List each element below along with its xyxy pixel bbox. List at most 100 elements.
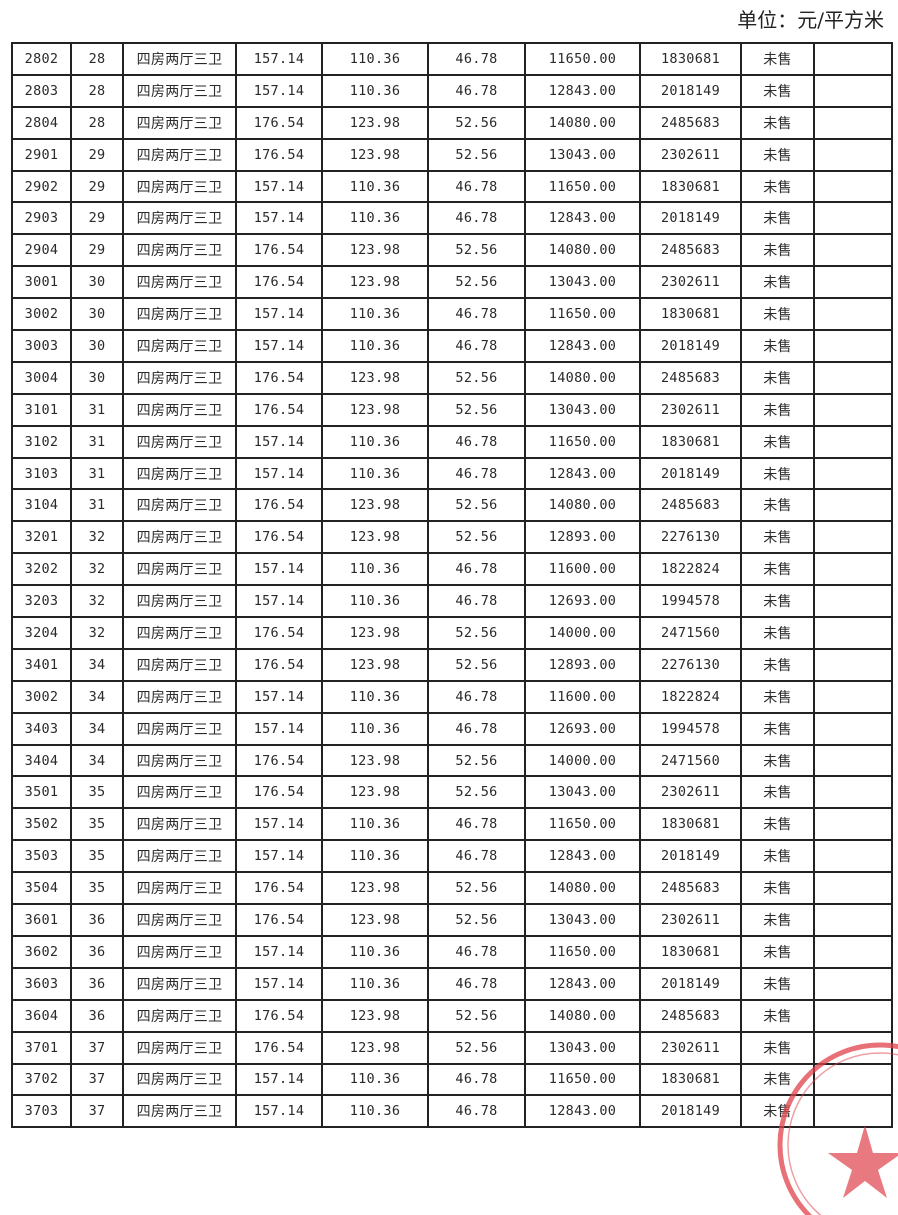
cell-room-no: 3002 [11, 297, 72, 332]
cell-status: 未售 [740, 616, 815, 650]
cell-inner-area: 110.36 [321, 424, 429, 459]
cell-total-price: 2018149 [639, 839, 742, 874]
cell-layout: 四房两厅三卫 [122, 360, 237, 395]
cell-inner-area: 110.36 [321, 42, 429, 76]
cell-room-no: 2802 [11, 42, 72, 76]
cell-building-area: 157.14 [235, 679, 323, 714]
cell-floor: 37 [70, 1062, 124, 1097]
cell-room-no: 3702 [11, 1062, 72, 1097]
cell-remarks [813, 584, 893, 619]
table-row: 3701 37 四房两厅三卫 176.54 123.98 52.56 13043.00 230… [11, 1030, 893, 1065]
cell-inner-area: 110.36 [321, 73, 429, 108]
cell-room-no: 3003 [11, 329, 72, 363]
cell-total-price: 2485683 [639, 105, 742, 140]
cell-layout: 四房两厅三卫 [122, 169, 237, 204]
cell-layout: 四房两厅三卫 [122, 647, 237, 682]
table-row: 2802 28 四房两厅三卫 157.14 110.36 46.78 11650.00 183… [11, 42, 893, 76]
cell-status: 未售 [740, 903, 815, 937]
cell-floor: 34 [70, 743, 124, 778]
cell-unit-price: 14080.00 [524, 488, 641, 523]
cell-floor: 31 [70, 424, 124, 459]
cell-status: 未售 [740, 520, 815, 555]
cell-remarks [813, 392, 893, 427]
cell-remarks [813, 1094, 893, 1129]
cell-status: 未售 [740, 1062, 815, 1097]
cell-floor: 36 [70, 966, 124, 1001]
cell-room-no: 3504 [11, 871, 72, 906]
cell-layout: 四房两厅三卫 [122, 584, 237, 619]
cell-room-no: 3202 [11, 552, 72, 587]
cell-remarks [813, 297, 893, 332]
table-row: 2902 29 四房两厅三卫 157.14 110.36 46.78 11650.00 183… [11, 169, 893, 204]
cell-remarks [813, 679, 893, 714]
cell-total-price: 2302611 [639, 903, 742, 937]
cell-building-area: 157.14 [235, 839, 323, 874]
cell-building-area: 176.54 [235, 871, 323, 906]
cell-inner-area: 110.36 [321, 456, 429, 491]
cell-building-area: 176.54 [235, 998, 323, 1033]
cell-remarks [813, 711, 893, 746]
cell-inner-area: 123.98 [321, 903, 429, 937]
cell-shared-area: 52.56 [427, 1030, 526, 1065]
cell-shared-area: 46.78 [427, 584, 526, 619]
cell-total-price: 2276130 [639, 520, 742, 555]
cell-remarks [813, 73, 893, 108]
cell-inner-area: 110.36 [321, 679, 429, 714]
table-row: 3501 35 四房两厅三卫 176.54 123.98 52.56 13043.00 230… [11, 775, 893, 810]
cell-floor: 29 [70, 233, 124, 268]
cell-status: 未售 [740, 871, 815, 906]
cell-floor: 35 [70, 775, 124, 810]
table-row: 3602 36 四房两厅三卫 157.14 110.36 46.78 11650.00 183… [11, 934, 893, 969]
cell-shared-area: 52.56 [427, 903, 526, 937]
cell-layout: 四房两厅三卫 [122, 1094, 237, 1129]
table-row: 3601 36 四房两厅三卫 176.54 123.98 52.56 13043.00 230… [11, 903, 893, 937]
cell-floor: 31 [70, 488, 124, 523]
cell-building-area: 176.54 [235, 520, 323, 555]
table-row: 3603 36 四房两厅三卫 157.14 110.36 46.78 12843.00 201… [11, 966, 893, 1001]
cell-remarks [813, 647, 893, 682]
cell-building-area: 176.54 [235, 903, 323, 937]
cell-total-price: 2302611 [639, 265, 742, 300]
cell-remarks [813, 998, 893, 1033]
cell-status: 未售 [740, 807, 815, 842]
cell-shared-area: 52.56 [427, 488, 526, 523]
cell-building-area: 176.54 [235, 105, 323, 140]
cell-shared-area: 52.56 [427, 616, 526, 650]
cell-building-area: 157.14 [235, 584, 323, 619]
cell-total-price: 2302611 [639, 1030, 742, 1065]
cell-room-no: 3701 [11, 1030, 72, 1065]
cell-status: 未售 [740, 329, 815, 363]
cell-building-area: 157.14 [235, 456, 323, 491]
cell-total-price: 1822824 [639, 552, 742, 587]
cell-total-price: 2018149 [639, 1094, 742, 1129]
cell-shared-area: 52.56 [427, 360, 526, 395]
cell-shared-area: 46.78 [427, 201, 526, 236]
cell-building-area: 157.14 [235, 711, 323, 746]
cell-status: 未售 [740, 392, 815, 427]
cell-status: 未售 [740, 105, 815, 140]
cell-remarks [813, 265, 893, 300]
cell-room-no: 3604 [11, 998, 72, 1033]
cell-status: 未售 [740, 966, 815, 1001]
cell-inner-area: 110.36 [321, 966, 429, 1001]
cell-status: 未售 [740, 233, 815, 268]
cell-shared-area: 46.78 [427, 73, 526, 108]
cell-shared-area: 46.78 [427, 807, 526, 842]
cell-room-no: 3503 [11, 839, 72, 874]
table-row: 3201 32 四房两厅三卫 176.54 123.98 52.56 12893.00 227… [11, 520, 893, 555]
cell-status: 未售 [740, 456, 815, 491]
cell-remarks [813, 105, 893, 140]
table-row: 2901 29 四房两厅三卫 176.54 123.98 52.56 13043.00 230… [11, 137, 893, 172]
table-row: 2903 29 四房两厅三卫 157.14 110.36 46.78 12843.00 201… [11, 201, 893, 236]
cell-unit-price: 14080.00 [524, 998, 641, 1033]
cell-building-area: 157.14 [235, 329, 323, 363]
cell-inner-area: 110.36 [321, 807, 429, 842]
price-table: 2802 28 四房两厅三卫 157.14 110.36 46.78 11650.00 183… [11, 42, 893, 1129]
seal-star-icon [828, 1125, 898, 1198]
cell-shared-area: 52.56 [427, 233, 526, 268]
cell-layout: 四房两厅三卫 [122, 775, 237, 810]
cell-shared-area: 46.78 [427, 456, 526, 491]
cell-unit-price: 11650.00 [524, 424, 641, 459]
cell-status: 未售 [740, 424, 815, 459]
cell-building-area: 176.54 [235, 775, 323, 810]
